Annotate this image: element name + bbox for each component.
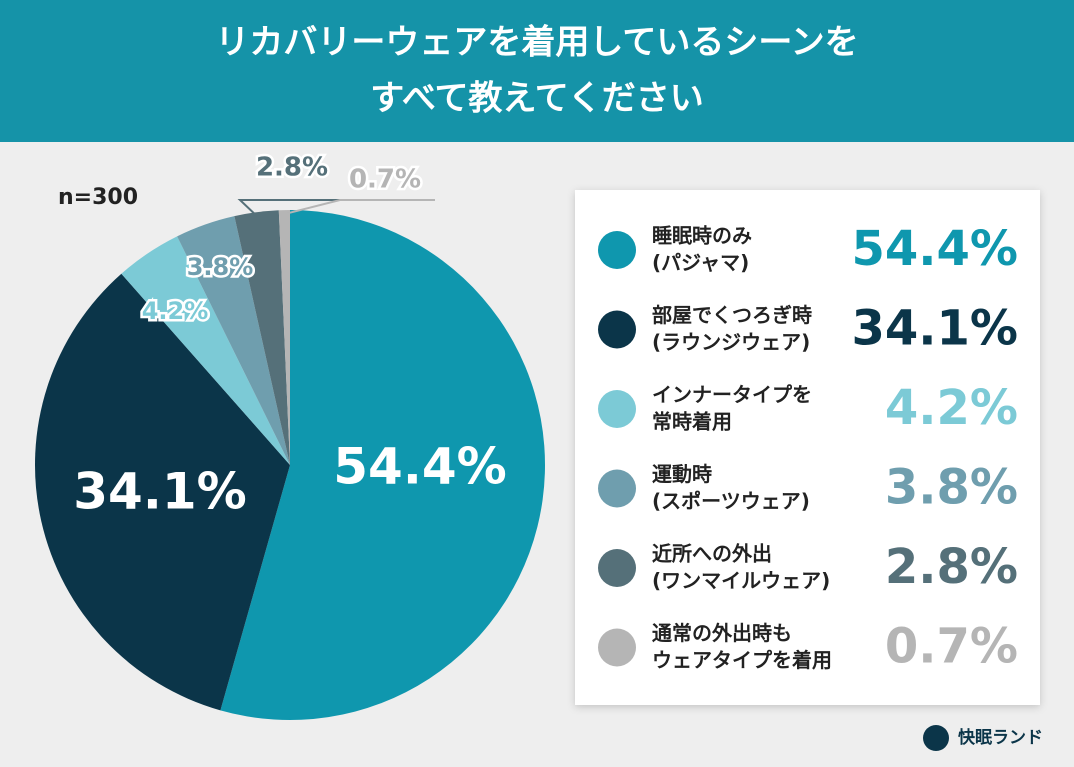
legend-value: 3.8% (885, 460, 1018, 516)
legend-label: 通常の外出時も (652, 621, 792, 645)
legend-label: (パジャマ) (652, 251, 749, 275)
chart-title: リカバリーウェアを着用しているシーンを (215, 23, 858, 63)
legend-swatch (598, 469, 636, 508)
legend-swatch (598, 628, 636, 667)
chart-title: すべて教えてください (370, 79, 704, 119)
legend-value: 4.2% (885, 380, 1018, 436)
pie-slice (177, 216, 290, 465)
legend-swatch (598, 231, 636, 269)
legend-label: (スポーツウェア) (652, 489, 810, 513)
pie-slice (234, 210, 290, 465)
legend-box (575, 190, 1040, 705)
legend-swatch (598, 390, 636, 428)
sample-size: n=300 (58, 185, 138, 210)
data-label: 34.1% (73, 463, 246, 521)
data-label: 54.4% (333, 438, 506, 496)
data-label: 0.7% (349, 165, 421, 195)
legend-label: (ワンマイルウェア) (652, 569, 830, 593)
legend-label: ウェアタイプを着用 (652, 648, 832, 672)
legend-label: 常時着用 (652, 410, 732, 434)
brand-name: 快眠ランド (958, 727, 1043, 748)
legend-label: 運動時 (652, 462, 712, 486)
leader-line (284, 199, 435, 216)
data-label: 4.2% (142, 297, 209, 325)
legend-label: 睡眠時のみ (652, 224, 752, 248)
header (0, 0, 1074, 142)
brand-logo (923, 725, 949, 751)
pie-slice (278, 210, 290, 465)
pie-slice (34, 273, 291, 711)
legend-value: 2.8% (885, 539, 1018, 595)
legend-label: 部屋でくつろぎ時 (652, 303, 812, 327)
legend-swatch (598, 549, 636, 587)
leader-line (237, 199, 340, 217)
legend-value: 0.7% (885, 619, 1018, 675)
legend-label: 近所への外出 (652, 542, 772, 566)
pie-slice (220, 210, 545, 720)
legend-swatch (598, 310, 636, 349)
legend-label: インナータイプを (652, 383, 812, 407)
legend-value: 54.4% (851, 221, 1018, 277)
data-label: 2.8% (256, 153, 328, 183)
pie-slice (121, 236, 290, 465)
legend-value: 34.1% (851, 301, 1018, 357)
legend-label: (ラウンジウェア) (652, 330, 810, 354)
data-label: 3.8% (187, 253, 254, 281)
